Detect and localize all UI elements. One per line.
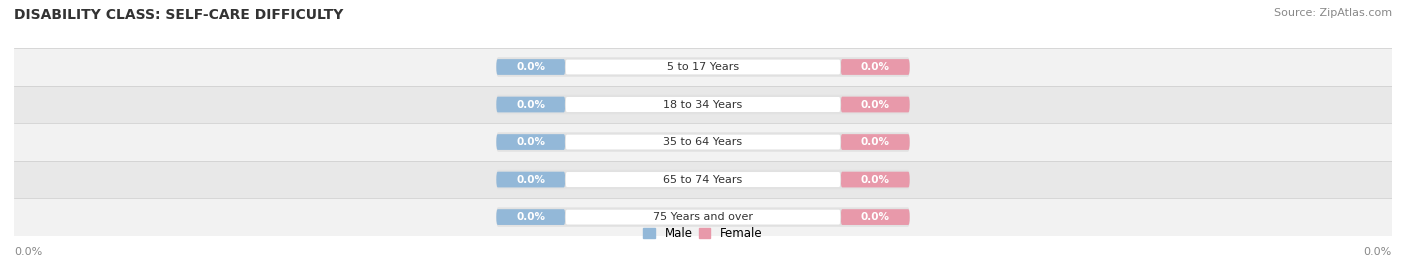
FancyBboxPatch shape (496, 170, 910, 189)
Text: 0.0%: 0.0% (516, 174, 546, 185)
FancyBboxPatch shape (14, 161, 1392, 198)
FancyBboxPatch shape (496, 95, 910, 114)
FancyBboxPatch shape (496, 207, 910, 227)
FancyBboxPatch shape (14, 198, 1392, 236)
FancyBboxPatch shape (496, 57, 910, 77)
FancyBboxPatch shape (841, 59, 910, 75)
FancyBboxPatch shape (565, 209, 841, 225)
FancyBboxPatch shape (14, 86, 1392, 123)
FancyBboxPatch shape (496, 209, 565, 225)
Text: 5 to 17 Years: 5 to 17 Years (666, 62, 740, 72)
Text: 75 Years and over: 75 Years and over (652, 212, 754, 222)
FancyBboxPatch shape (496, 132, 910, 152)
Text: Source: ZipAtlas.com: Source: ZipAtlas.com (1274, 8, 1392, 18)
Text: 0.0%: 0.0% (860, 137, 890, 147)
FancyBboxPatch shape (841, 97, 910, 112)
FancyBboxPatch shape (841, 172, 910, 187)
Text: 0.0%: 0.0% (860, 62, 890, 72)
FancyBboxPatch shape (14, 48, 1392, 86)
Text: 18 to 34 Years: 18 to 34 Years (664, 99, 742, 110)
Text: 0.0%: 0.0% (860, 174, 890, 185)
Text: 0.0%: 0.0% (1364, 247, 1392, 257)
FancyBboxPatch shape (841, 209, 910, 225)
FancyBboxPatch shape (496, 134, 565, 150)
Text: DISABILITY CLASS: SELF-CARE DIFFICULTY: DISABILITY CLASS: SELF-CARE DIFFICULTY (14, 8, 343, 22)
Text: 0.0%: 0.0% (516, 137, 546, 147)
Text: 0.0%: 0.0% (516, 212, 546, 222)
Text: 0.0%: 0.0% (14, 247, 42, 257)
FancyBboxPatch shape (841, 134, 910, 150)
FancyBboxPatch shape (496, 97, 565, 112)
FancyBboxPatch shape (565, 59, 841, 75)
Text: 35 to 64 Years: 35 to 64 Years (664, 137, 742, 147)
Text: 0.0%: 0.0% (516, 99, 546, 110)
Text: 0.0%: 0.0% (860, 212, 890, 222)
FancyBboxPatch shape (496, 172, 565, 187)
Text: 65 to 74 Years: 65 to 74 Years (664, 174, 742, 185)
Text: 0.0%: 0.0% (516, 62, 546, 72)
Legend: Male, Female: Male, Female (638, 222, 768, 245)
FancyBboxPatch shape (14, 123, 1392, 161)
FancyBboxPatch shape (496, 59, 565, 75)
FancyBboxPatch shape (565, 97, 841, 112)
FancyBboxPatch shape (565, 172, 841, 187)
FancyBboxPatch shape (565, 134, 841, 150)
Text: 0.0%: 0.0% (860, 99, 890, 110)
